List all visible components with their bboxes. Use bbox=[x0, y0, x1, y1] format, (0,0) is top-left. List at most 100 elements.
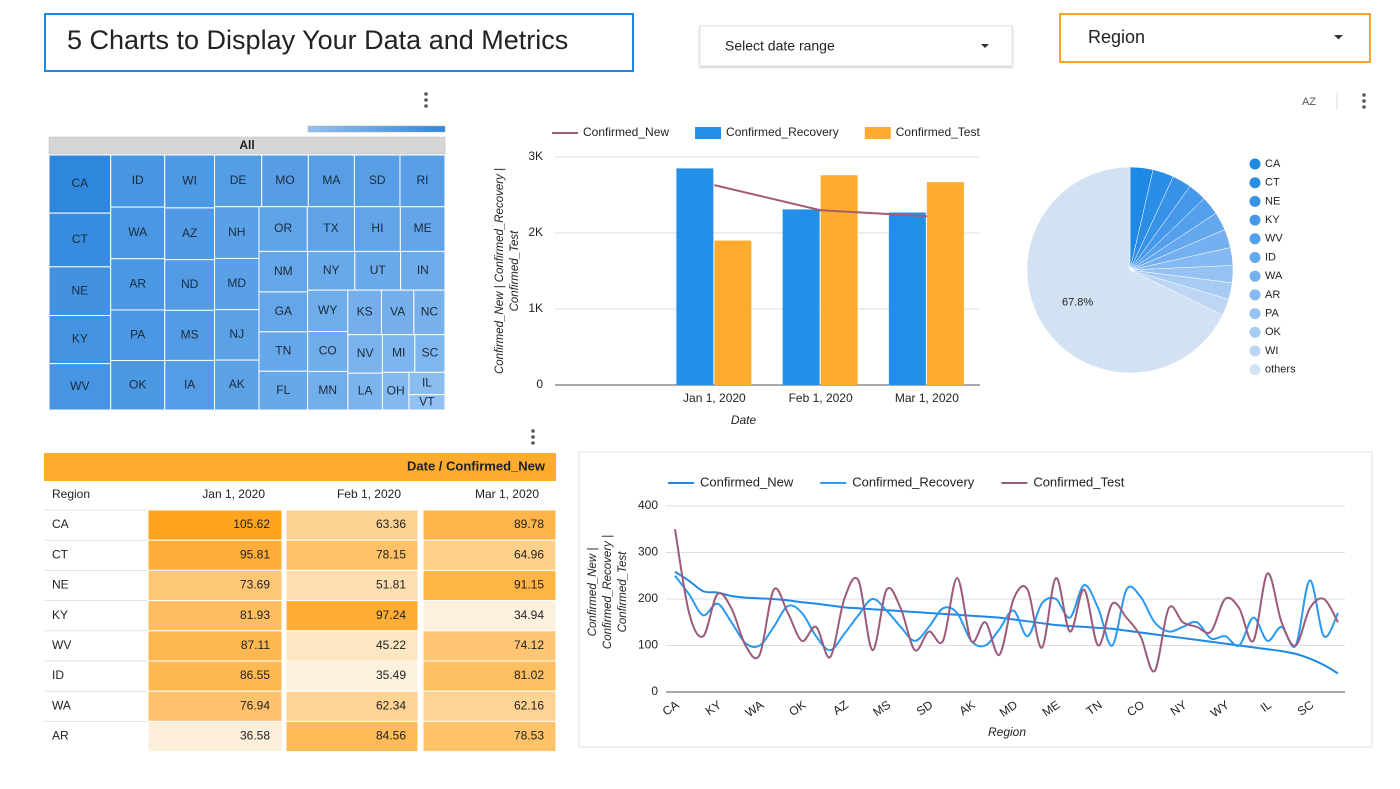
cell-value: 81.02 bbox=[514, 668, 544, 682]
treemap-cell bbox=[48, 315, 112, 365]
menu-icon[interactable] bbox=[531, 429, 535, 445]
treemap-root-label: All bbox=[239, 138, 254, 152]
heat-cell bbox=[285, 690, 419, 722]
treemap-label: VT bbox=[419, 394, 435, 408]
treemap-cell bbox=[258, 331, 309, 372]
y-axis-title: Confirmed_Test bbox=[509, 230, 521, 312]
heat-cell bbox=[285, 569, 419, 602]
treemap-label: CT bbox=[72, 232, 89, 246]
menu-icon[interactable] bbox=[424, 92, 428, 108]
treemap-label: WV bbox=[70, 379, 89, 393]
treemap-label: VA bbox=[390, 305, 405, 319]
y-tick-label: 400 bbox=[638, 498, 658, 512]
treemap-cell bbox=[110, 258, 166, 311]
row-label: CT bbox=[52, 547, 69, 561]
treemap-cell bbox=[408, 394, 446, 411]
date-range-label[interactable]: Select date range bbox=[725, 38, 835, 54]
treemap-cell bbox=[110, 359, 166, 411]
bar bbox=[782, 209, 820, 385]
treemap-cell bbox=[48, 212, 112, 268]
legend-swatch bbox=[1249, 289, 1261, 301]
cell-value: 87.11 bbox=[241, 638, 270, 652]
cell-value: 89.78 bbox=[514, 517, 544, 531]
y-tick-label: 100 bbox=[638, 638, 658, 652]
table-title: Date / Confirmed_New bbox=[407, 458, 546, 473]
legend-swatch bbox=[1249, 195, 1261, 207]
row-label: KY bbox=[52, 608, 68, 622]
legend-swatch bbox=[1249, 158, 1261, 170]
cell-value: 84.56 bbox=[376, 729, 406, 743]
heat-cell bbox=[285, 630, 419, 662]
heat-cell bbox=[422, 630, 557, 662]
legend-label: WI bbox=[1265, 345, 1278, 357]
y-tick-label: 0 bbox=[651, 684, 658, 698]
treemap-label: CA bbox=[72, 176, 89, 190]
y-tick-label: 1K bbox=[528, 301, 543, 315]
treemap-cell bbox=[214, 206, 260, 259]
treemap-label: DE bbox=[230, 173, 247, 187]
treemap-header bbox=[48, 136, 446, 155]
x-tick-label: Mar 1, 2020 bbox=[895, 391, 959, 405]
treemap-cell bbox=[399, 154, 446, 208]
cell-value: 76.94 bbox=[240, 698, 270, 712]
heat-cell bbox=[422, 660, 557, 692]
legend-label: WV bbox=[1265, 233, 1283, 245]
treemap-label: AZ bbox=[182, 226, 197, 240]
treemap-label: NH bbox=[228, 225, 245, 239]
legend-swatch bbox=[1249, 214, 1261, 226]
heat-cell bbox=[147, 539, 283, 571]
y-axis-title: Confirmed_Recovery | bbox=[602, 535, 614, 649]
treemap-cell bbox=[354, 250, 402, 291]
treemap-label: TX bbox=[323, 221, 338, 235]
legend-label: CA bbox=[1265, 158, 1281, 170]
cell-value: 51.81 bbox=[376, 578, 406, 592]
cell-value: 73.69 bbox=[240, 578, 270, 592]
treemap-cell bbox=[164, 359, 216, 411]
treemap-label: NE bbox=[72, 283, 89, 297]
heat-cell bbox=[147, 690, 283, 722]
treemap-label: WA bbox=[128, 225, 147, 239]
treemap-cell bbox=[164, 309, 216, 361]
legend-label: Confirmed_New bbox=[583, 125, 669, 139]
treemap-cell bbox=[258, 291, 309, 333]
page-title: 5 Charts to Display Your Data and Metric… bbox=[67, 25, 568, 55]
legend-label: Confirmed_New bbox=[700, 474, 794, 489]
treemap-label: WI bbox=[182, 174, 197, 188]
treemap-label: OK bbox=[129, 377, 146, 391]
row-label: CA bbox=[52, 517, 69, 531]
treemap-label: IL bbox=[422, 376, 432, 390]
bar bbox=[888, 212, 926, 385]
cell-value: 36.58 bbox=[240, 729, 270, 743]
treemap-cell bbox=[347, 372, 383, 411]
cell-value: 62.34 bbox=[376, 698, 406, 712]
heat-cell bbox=[285, 509, 419, 541]
y-tick-label: 2K bbox=[528, 225, 543, 239]
treemap-label: WY bbox=[318, 303, 337, 317]
legend-label: PA bbox=[1265, 308, 1280, 320]
menu-icon[interactable] bbox=[1362, 93, 1366, 109]
y-tick-label: 0 bbox=[536, 377, 543, 391]
legend-swatch bbox=[1249, 270, 1261, 282]
color-scale bbox=[307, 125, 446, 133]
treemap-label: MO bbox=[275, 173, 294, 187]
date-range-control[interactable] bbox=[699, 25, 1013, 67]
treemap-label: LA bbox=[358, 384, 373, 398]
row-label: WV bbox=[52, 638, 71, 652]
sort-icon[interactable]: AZ bbox=[1302, 96, 1316, 108]
y-tick-label: 300 bbox=[638, 545, 658, 559]
cell-value: 64.96 bbox=[514, 547, 544, 561]
dropdown-arrow[interactable] bbox=[981, 44, 989, 48]
dropdown-arrow[interactable] bbox=[1334, 35, 1343, 40]
treemap-label: OR bbox=[274, 221, 292, 235]
row-label: NE bbox=[52, 578, 69, 592]
y-axis-title: Confirmed_New | Confirmed_Recovery | bbox=[494, 168, 506, 374]
treemap-label: MD bbox=[227, 276, 246, 290]
legend-label: Confirmed_Test bbox=[1033, 474, 1124, 489]
cell-value: 35.49 bbox=[376, 668, 406, 682]
pie-slice bbox=[1026, 166, 1223, 374]
cell-value: 74.12 bbox=[514, 638, 544, 652]
region-control[interactable] bbox=[1059, 13, 1371, 63]
line bbox=[714, 184, 927, 218]
region-label[interactable]: Region bbox=[1088, 27, 1145, 47]
